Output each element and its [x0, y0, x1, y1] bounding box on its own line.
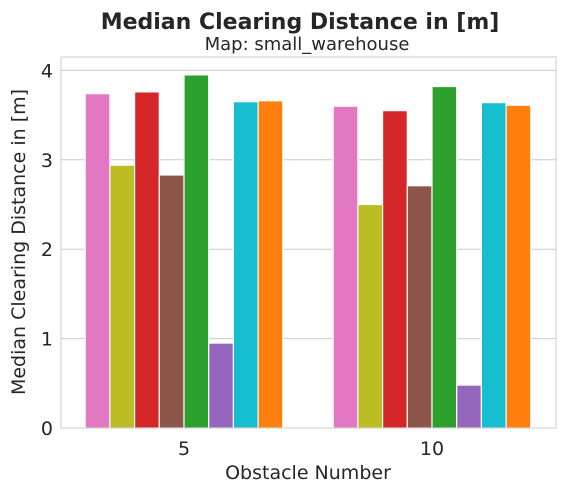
bar: [431, 85, 458, 429]
x-tick-label: 5: [178, 438, 190, 460]
y-axis-label: Median Clearing Distance in [m]: [8, 89, 30, 395]
x-axis-label: Obstacle Number: [225, 462, 391, 484]
y-tick-label: 0: [41, 418, 53, 440]
x-tick-labels: 5 10: [178, 438, 444, 460]
y-tick-label: 2: [41, 239, 53, 261]
bar: [134, 91, 160, 429]
bar: [357, 203, 384, 429]
y-tick-label: 3: [41, 150, 53, 172]
bar: [257, 100, 284, 429]
bars: [84, 74, 532, 429]
bar: [456, 384, 483, 429]
plot-frame: [60, 56, 557, 429]
y-tick-label: 1: [41, 329, 53, 351]
y-tick-labels: 0 1 2 3 4: [41, 60, 53, 440]
bar: [382, 110, 408, 429]
x-tick-label: 10: [420, 438, 444, 460]
chart-subtitle: Map: small_warehouse: [205, 34, 410, 55]
bar: [158, 174, 185, 429]
bar: [208, 342, 234, 429]
chart-title: Median Clearing Distance in [m]: [101, 10, 500, 35]
y-tick-label: 4: [41, 60, 53, 82]
bar: [480, 101, 507, 429]
bar: [406, 185, 433, 429]
bar: [232, 101, 259, 429]
bar: [505, 104, 532, 429]
bar: [183, 74, 210, 429]
bar: [84, 93, 111, 429]
bar: [109, 164, 136, 429]
bar: [332, 105, 359, 429]
